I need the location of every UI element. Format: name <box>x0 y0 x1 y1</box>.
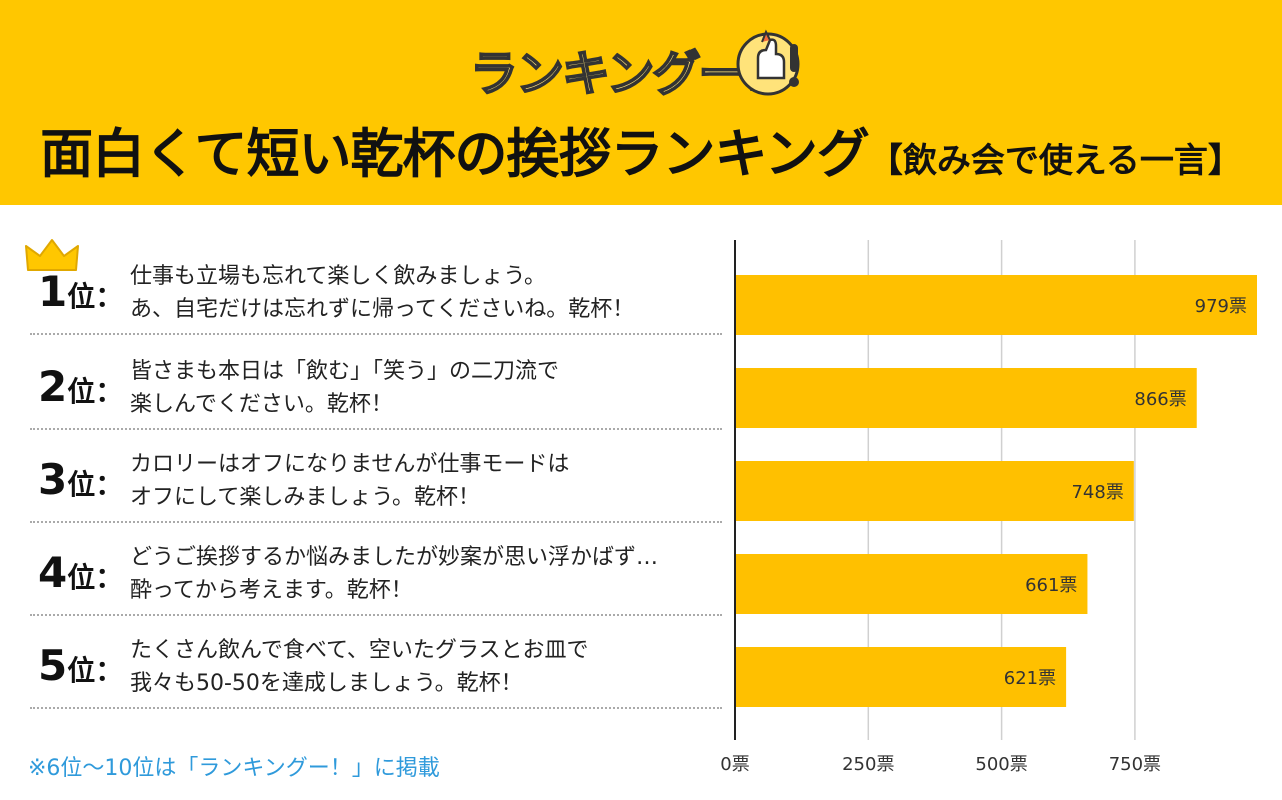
x-tick-label: 750票 <box>1109 754 1161 775</box>
toast-line-1: 仕事も立場も忘れて楽しく飲みましょう。 <box>130 264 547 289</box>
toast-line-1: 皆さまも本日は「飲む」「笑う」の二刀流で <box>130 359 560 384</box>
bar <box>735 647 1067 707</box>
ranking-goo-logo: ランキングー! <box>469 18 820 103</box>
toast-line-2: あ、自宅だけは忘れずに帰ってくださいね。乾杯！ <box>130 297 635 322</box>
toast-line-2: 楽しんでください。乾杯！ <box>130 392 393 417</box>
bar-value-label: 866票 <box>1134 389 1186 410</box>
rank-label: 5位： <box>38 641 124 690</box>
bar <box>735 275 1257 335</box>
bar <box>735 368 1197 428</box>
chicken-thumbs-up-icon <box>736 29 800 96</box>
ranking-row-2: 2位： 皆さまも本日は「飲む」「笑う」の二刀流で 楽しんでください。乾杯！ <box>30 335 722 430</box>
x-tick-label: 500票 <box>975 754 1027 775</box>
header-banner: ランキングー! 面白くて短い乾杯の挨拶ランキング【飲み会で使える一言】 <box>0 0 1282 205</box>
bar-value-label: 979票 <box>1195 296 1247 317</box>
logo-text: ランキングー! <box>469 45 767 103</box>
ranking-row-4: 4位： どうご挨拶するか悩みましたが妙案が思い浮かばず… 酔ってから考えます。乾… <box>30 521 722 616</box>
toast-line-1: たくさん飲んで食べて、空いたグラスとお皿で <box>130 638 589 663</box>
ranking-row-5: 5位： たくさん飲んで食べて、空いたグラスとお皿で 我々も50-50を達成しまし… <box>30 614 722 709</box>
bar-value-label: 748票 <box>1071 482 1123 503</box>
title-main: 面白くて短い乾杯の挨拶ランキング <box>40 124 870 185</box>
x-tick-label: 0票 <box>720 754 749 775</box>
page-title: 面白くて短い乾杯の挨拶ランキング【飲み会で使える一言】 <box>0 112 1282 188</box>
bar <box>735 461 1134 521</box>
x-tick-label: 250票 <box>842 754 894 775</box>
crown-icon <box>25 239 79 271</box>
rank-label: 2位： <box>38 362 124 411</box>
ranking-row-3: 3位： カロリーはオフになりませんが仕事モードは オフにして楽しみましょう。乾杯… <box>30 428 722 523</box>
rank-label: 4位： <box>38 548 124 597</box>
rank-label: 1位： <box>38 267 124 316</box>
bar-value-label: 661票 <box>1025 575 1077 596</box>
toast-line-1: カロリーはオフになりませんが仕事モードは <box>130 452 570 477</box>
title-sub: 【飲み会で使える一言】 <box>868 141 1242 181</box>
bar-value-label: 621票 <box>1004 668 1056 689</box>
footnote: ※6位〜10位は「ランキングー！」に掲載 <box>28 756 440 781</box>
bar <box>735 554 1088 614</box>
rank-label: 3位： <box>38 455 124 504</box>
toast-line-2: 酔ってから考えます。乾杯！ <box>130 578 413 603</box>
toast-line-1: どうご挨拶するか悩みましたが妙案が思い浮かばず… <box>130 545 659 570</box>
ranking-row-1: 1位： 仕事も立場も忘れて楽しく飲みましょう。 あ、自宅だけは忘れずに帰ってくだ… <box>30 240 722 335</box>
votes-bar-chart: 0票 250票 500票 750票 979票 866票 748票 661票 621票 <box>720 240 1257 775</box>
toast-line-2: 我々も50-50を達成しましょう。乾杯！ <box>130 671 523 696</box>
toast-line-2: オフにして楽しみましょう。乾杯！ <box>130 485 481 510</box>
